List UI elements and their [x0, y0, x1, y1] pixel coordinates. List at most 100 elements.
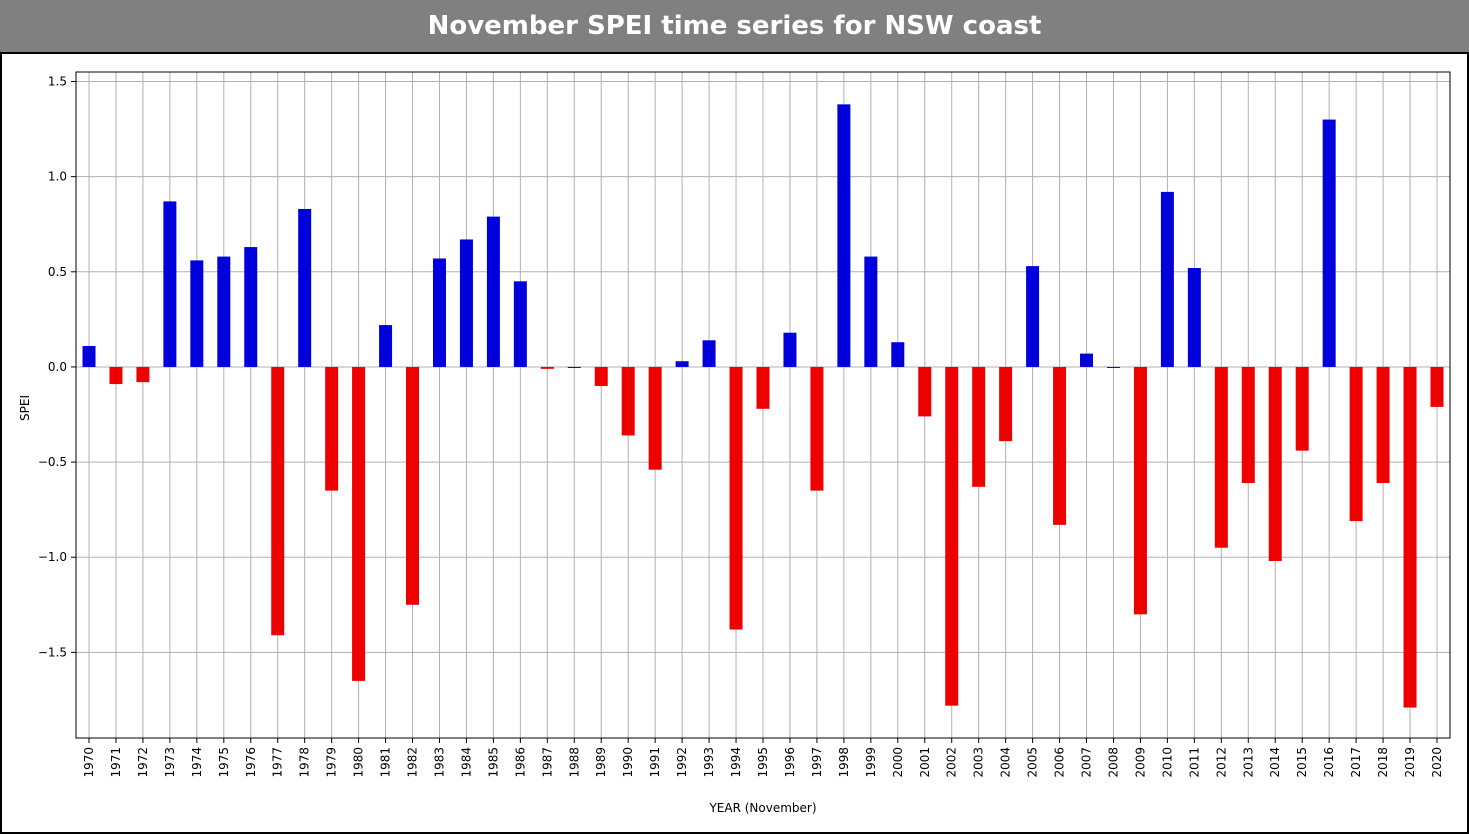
- bar-1996: [783, 332, 797, 367]
- bar-1971: [109, 366, 123, 385]
- x-tick-label: 1996: [783, 747, 797, 778]
- chart-title: November SPEI time series for NSW coast: [0, 0, 1469, 52]
- bar-1994: [729, 366, 743, 630]
- bar-2003: [972, 366, 986, 487]
- bar-1982: [406, 366, 420, 605]
- bar-2005: [1026, 266, 1040, 367]
- x-tick-label: 1983: [432, 747, 446, 778]
- x-tick-label: 2006: [1053, 747, 1067, 778]
- x-tick-label: 2003: [972, 747, 986, 778]
- bar-1974: [190, 260, 204, 367]
- y-tick-label: −1.5: [38, 645, 67, 659]
- x-tick-label: 1990: [621, 747, 635, 778]
- bar-1975: [217, 256, 231, 367]
- x-tick-label: 1974: [190, 747, 204, 778]
- bar-2013: [1241, 366, 1255, 484]
- x-tick-label: 2009: [1133, 747, 1147, 778]
- x-tick-label: 1988: [567, 747, 581, 778]
- x-tick-label: 1973: [163, 747, 177, 778]
- x-tick-label: 1998: [837, 747, 851, 778]
- x-tick-label: 1982: [406, 747, 420, 778]
- bar-1998: [837, 104, 851, 367]
- y-tick-label: −1.0: [38, 550, 67, 564]
- x-tick-label: 1995: [756, 747, 770, 778]
- bar-2010: [1160, 191, 1174, 367]
- x-tick-label: 1991: [648, 747, 662, 778]
- x-tick-label: 2016: [1322, 747, 1336, 778]
- bar-1970: [82, 346, 96, 367]
- bar-1992: [675, 361, 689, 367]
- bar-2016: [1322, 119, 1336, 367]
- x-tick-label: 1970: [82, 747, 96, 778]
- x-tick-label: 1986: [513, 747, 527, 778]
- x-tick-label: 1980: [352, 747, 366, 778]
- x-tick-label: 1978: [298, 747, 312, 778]
- y-tick-label: 1.0: [48, 170, 67, 184]
- bar-1976: [244, 247, 258, 367]
- bar-2011: [1187, 267, 1201, 367]
- x-tick-label: 1976: [244, 747, 258, 778]
- x-tick-label: 1981: [379, 747, 393, 778]
- bar-1990: [621, 366, 635, 436]
- bar-1988: [567, 366, 581, 368]
- x-tick-label: 2019: [1403, 747, 1417, 778]
- bar-2002: [945, 366, 959, 706]
- bar-1983: [432, 258, 446, 367]
- x-tick-label: 1994: [729, 747, 743, 778]
- bar-2009: [1133, 366, 1147, 615]
- x-tick-label: 2005: [1026, 747, 1040, 778]
- x-tick-label: 2012: [1214, 747, 1228, 778]
- bar-2007: [1080, 353, 1094, 367]
- bar-2015: [1295, 366, 1309, 451]
- bar-2012: [1214, 366, 1228, 548]
- bar-1986: [513, 281, 527, 367]
- bar-1979: [325, 366, 339, 491]
- bar-1985: [486, 216, 500, 367]
- x-tick-label: 1971: [109, 747, 123, 778]
- bar-2017: [1349, 366, 1363, 522]
- x-tick-label: 2008: [1106, 747, 1120, 778]
- x-tick-label: 1999: [864, 747, 878, 778]
- x-tick-label: 1987: [540, 747, 554, 778]
- x-tick-label: 1979: [325, 747, 339, 778]
- x-tick-label: 2002: [945, 747, 959, 778]
- bars: [82, 104, 1444, 708]
- y-axis-ticks: 1.5 1.0 0.5 0.0 −0.5 −1.0 −1.5: [38, 75, 76, 659]
- x-tick-label: 2000: [891, 747, 905, 778]
- x-tick-label: 1977: [271, 747, 285, 778]
- bar-1981: [379, 325, 393, 367]
- y-axis-label: SPEI: [18, 395, 32, 421]
- x-tick-label: 1997: [810, 747, 824, 778]
- bar-1973: [163, 201, 177, 367]
- x-tick-label: 1975: [217, 747, 231, 778]
- x-tick-label: 2015: [1295, 747, 1309, 778]
- bar-2018: [1376, 366, 1390, 484]
- bar-1993: [702, 340, 716, 367]
- x-tick-label: 2010: [1160, 747, 1174, 778]
- bar-1977: [271, 366, 285, 636]
- bar-1984: [459, 239, 473, 367]
- bar-2019: [1403, 366, 1417, 708]
- bar-2004: [999, 366, 1013, 442]
- x-axis-ticks: 1970 1971 1972 1973 1974 1975 1976 1977 1978 1979…: [82, 738, 1444, 778]
- x-tick-label: 2007: [1080, 747, 1094, 778]
- x-tick-label: 1972: [136, 747, 150, 778]
- x-tick-label: 2011: [1187, 747, 1201, 778]
- bar-1991: [648, 366, 662, 470]
- bar-1989: [594, 366, 608, 386]
- x-tick-label: 2001: [918, 747, 932, 778]
- bar-2020: [1430, 366, 1444, 407]
- x-axis-label: YEAR (November): [708, 801, 816, 815]
- bar-1995: [756, 366, 770, 409]
- x-tick-label: 1989: [594, 747, 608, 778]
- bar-2008: [1106, 366, 1120, 368]
- bar-2014: [1268, 366, 1282, 562]
- y-tick-label: 1.5: [48, 75, 67, 89]
- bar-1987: [540, 366, 554, 369]
- x-tick-label: 2017: [1349, 747, 1363, 778]
- x-tick-label: 1993: [702, 747, 716, 778]
- y-tick-label: 0.5: [48, 265, 67, 279]
- bar-2001: [918, 366, 932, 417]
- x-tick-label: 2004: [999, 747, 1013, 778]
